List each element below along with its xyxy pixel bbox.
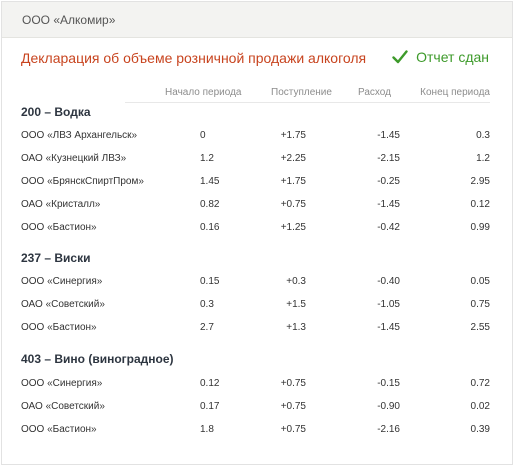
table-row: ОАО «Советский» 0.17 +0.75 -0.90 0.02	[2, 401, 512, 417]
end-value: 2.95	[470, 176, 490, 187]
table-row: ОАО «Советский» 0.3 +1.5 -1.05 0.75	[2, 299, 512, 315]
outgoing-value: -1.45	[377, 322, 400, 333]
table-row: ООО «Синергия» 0.12 +0.75 -0.15 0.72	[2, 378, 512, 394]
section-title: 200 – Водка	[21, 105, 91, 119]
outgoing-value: -1.45	[377, 199, 400, 210]
incoming-value: +1.25	[280, 222, 306, 233]
outgoing-value: -0.15	[377, 378, 400, 389]
start-value: 0.82	[200, 199, 220, 210]
end-value: 0.99	[470, 222, 490, 233]
incoming-value: +1.75	[280, 130, 306, 141]
start-value: 1.45	[200, 176, 220, 187]
end-value: 0.75	[470, 299, 490, 310]
end-value: 1.2	[476, 153, 490, 164]
table-row: ОАО «Кристалл» 0.82 +0.75 -1.45 0.12	[2, 199, 512, 215]
outgoing-value: -0.25	[377, 176, 400, 187]
supplier-name: ОАО «Советский»	[21, 401, 105, 412]
section-title: 237 – Виски	[21, 251, 91, 265]
start-value: 0.17	[200, 401, 220, 412]
section-title: 403 – Вино (виноградное)	[21, 352, 174, 366]
incoming-value: +0.75	[280, 424, 306, 435]
column-header-incoming: Поступление	[271, 87, 332, 98]
start-value: 0.12	[200, 378, 220, 389]
outgoing-value: -2.16	[377, 424, 400, 435]
outgoing-value: -1.45	[377, 130, 400, 141]
incoming-value: +0.75	[280, 378, 306, 389]
incoming-value: +0.75	[280, 199, 306, 210]
table-row: ООО «ЛВЗ Архангельск» 0 +1.75 -1.45 0.3	[2, 130, 512, 146]
end-value: 0.39	[470, 424, 490, 435]
column-header-start: Начало периода	[165, 87, 242, 98]
end-value: 0.12	[470, 199, 490, 210]
start-value: 1.8	[200, 424, 214, 435]
incoming-value: +1.75	[280, 176, 306, 187]
end-value: 0.72	[470, 378, 490, 389]
start-value: 0	[200, 130, 206, 141]
supplier-name: ООО «Бастион»	[21, 322, 97, 333]
table-row: ООО «Бастион» 2.7 +1.3 -1.45 2.55	[2, 322, 512, 338]
company-header: ООО «Алкомир»	[2, 2, 512, 38]
supplier-name: ООО «Синергия»	[21, 276, 103, 287]
supplier-name: ОАО «Кузнецкий ЛВЗ»	[21, 153, 127, 164]
incoming-value: +0.75	[280, 401, 306, 412]
table-row: ООО «Бастион» 0.16 +1.25 -0.42 0.99	[2, 222, 512, 238]
supplier-name: ОАО «Советский»	[21, 299, 105, 310]
status-badge: Отчет сдан	[392, 49, 489, 65]
incoming-value: +0.3	[286, 276, 306, 287]
supplier-name: ООО «БрянскСпиртПром»	[21, 176, 144, 187]
page-title: Декларация об объеме розничной продажи а…	[21, 50, 367, 66]
end-value: 0.3	[476, 130, 490, 141]
incoming-value: +2.25	[280, 153, 306, 164]
end-value: 0.02	[470, 401, 490, 412]
supplier-name: ОАО «Кристалл»	[21, 199, 101, 210]
table-row: ООО «БрянскСпиртПром» 1.45 +1.75 -0.25 2.95	[2, 176, 512, 192]
start-value: 1.2	[200, 153, 214, 164]
supplier-name: ООО «Бастион»	[21, 222, 97, 233]
table-row: ООО «Синергия» 0.15 +0.3 -0.40 0.05	[2, 276, 512, 292]
column-header-outgoing: Расход	[358, 87, 391, 98]
start-value: 0.3	[200, 299, 214, 310]
start-value: 0.15	[200, 276, 220, 287]
incoming-value: +1.3	[286, 322, 306, 333]
start-value: 2.7	[200, 322, 214, 333]
end-value: 2.55	[470, 322, 490, 333]
incoming-value: +1.5	[286, 299, 306, 310]
column-header-end: Конец периода	[420, 87, 490, 98]
supplier-name: ООО «ЛВЗ Архангельск»	[21, 130, 138, 141]
outgoing-value: -0.90	[377, 401, 400, 412]
end-value: 0.05	[470, 276, 490, 287]
outgoing-value: -2.15	[377, 153, 400, 164]
supplier-name: ООО «Бастион»	[21, 424, 97, 435]
supplier-name: ООО «Синергия»	[21, 378, 103, 389]
status-label: Отчет сдан	[416, 49, 489, 65]
start-value: 0.16	[200, 222, 220, 233]
outgoing-value: -0.42	[377, 222, 400, 233]
table-row: ООО «Бастион» 1.8 +0.75 -2.16 0.39	[2, 424, 512, 440]
check-icon	[392, 50, 408, 64]
header-divider	[125, 102, 490, 103]
table-row: ОАО «Кузнецкий ЛВЗ» 1.2 +2.25 -2.15 1.2	[2, 153, 512, 169]
outgoing-value: -1.05	[377, 299, 400, 310]
company-name: ООО «Алкомир»	[22, 13, 116, 27]
outgoing-value: -0.40	[377, 276, 400, 287]
